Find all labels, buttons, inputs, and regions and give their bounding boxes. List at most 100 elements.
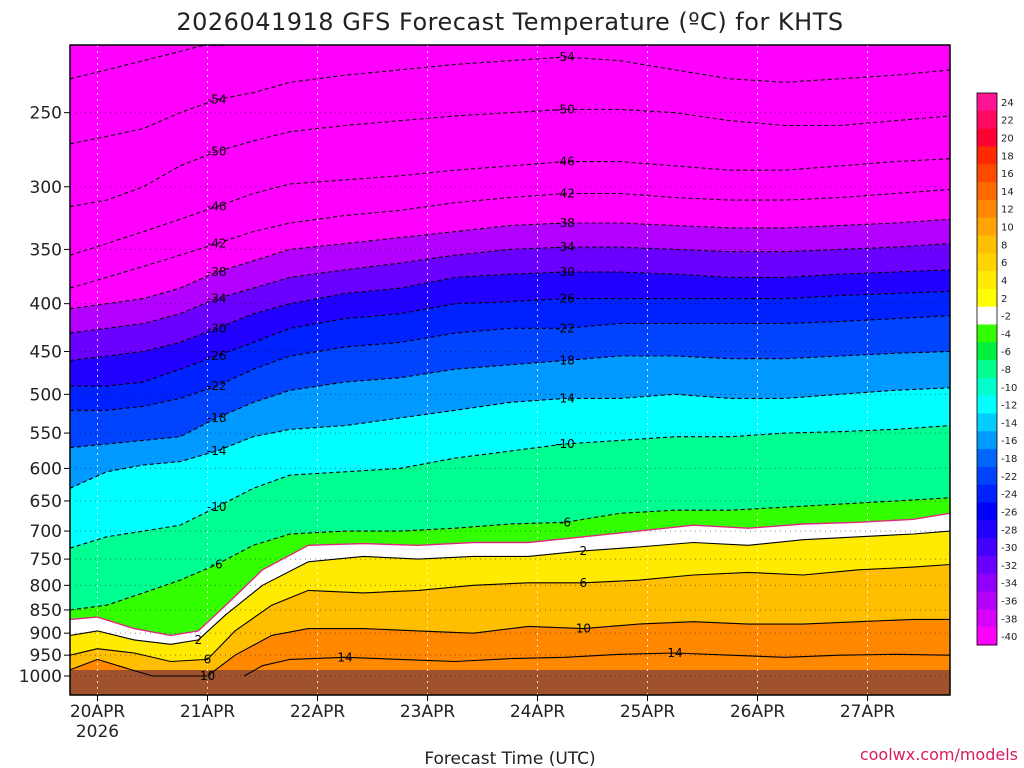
colorbar-label: -6 (1001, 347, 1011, 358)
colorbar-swatch (977, 609, 997, 628)
isotherm-line (70, 188, 950, 289)
isotherm-label: 2 (580, 544, 588, 558)
temperature-band (70, 269, 950, 387)
colorbar-swatch (977, 306, 997, 325)
chart-title: 2026041918 GFS Forecast Temperature (ºC)… (176, 8, 843, 36)
colorbar-swatch (977, 360, 997, 379)
colorbar-label: 22 (1001, 116, 1014, 127)
temperature-band (70, 243, 950, 361)
isotherm-label: 6 (580, 576, 588, 590)
colorbar-swatch (977, 520, 997, 539)
temperature-band (70, 189, 950, 309)
x-tick-label: 21APR (180, 702, 236, 722)
colorbar-label: 20 (1001, 134, 1014, 145)
colorbar-label: -10 (1001, 383, 1017, 394)
y-tick-label: 250 (30, 104, 62, 124)
y-tick-label: 700 (30, 522, 62, 542)
temperature-band (70, 291, 950, 411)
isotherm-line (70, 108, 950, 208)
isotherm-label: -38 (555, 216, 575, 230)
isotherm-line (70, 45, 207, 80)
colorbar-swatch (977, 146, 997, 165)
colorbar-swatch (977, 591, 997, 610)
colorbar-swatch (977, 538, 997, 557)
colorbar-label: -32 (1001, 561, 1017, 572)
isotherm-label: -58 (207, 35, 227, 49)
x-tick-label: 26APR (730, 702, 786, 722)
isotherm-label: -6 (211, 557, 223, 571)
isotherm-label: -30 (555, 265, 575, 279)
isotherm-line (70, 158, 950, 256)
temperature-band (70, 158, 950, 289)
x-tick-sublabel: 2026 (76, 722, 119, 742)
colorbar-swatch (977, 342, 997, 361)
y-tick-label: 850 (30, 601, 62, 621)
isotherm-label: -10 (207, 500, 227, 514)
isotherm-label: -26 (207, 349, 227, 363)
colorbar-label: 12 (1001, 205, 1014, 216)
colorbar-swatch (977, 449, 997, 468)
isotherm-label: -18 (555, 353, 575, 367)
colorbar-swatch (977, 93, 997, 112)
x-tick-label: 23APR (400, 702, 456, 722)
plot-area: 14 1410106622-6-6-10-10-14-14-18-18-22-22… (70, 35, 950, 695)
plot-frame (69, 44, 951, 696)
colorbar-label: 6 (1001, 258, 1007, 269)
colorbar-swatch (977, 235, 997, 254)
colorbar-swatch (977, 573, 997, 593)
y-tick-label: 900 (30, 624, 62, 644)
ground-surface (70, 670, 950, 695)
isotherm-label: 6 (204, 652, 212, 666)
colorbar-label: 24 (1001, 98, 1014, 109)
y-tick-label: 600 (30, 459, 62, 479)
colorbar-label: -4 (1001, 329, 1011, 340)
colorbar-label: -34 (1001, 579, 1017, 590)
y-tick-label: 950 (30, 646, 62, 666)
colorbar-swatch (977, 377, 997, 397)
colorbar-swatch (977, 395, 997, 415)
colorbar-swatch (977, 182, 997, 201)
temperature-band (70, 497, 950, 636)
temperature-band (70, 351, 950, 489)
x-tick-label: 22APR (290, 702, 346, 722)
isotherm-line (70, 425, 950, 549)
colorbar-label: 14 (1001, 187, 1014, 198)
isotherm-label: -50 (207, 144, 227, 158)
isotherm-label: 10 (200, 669, 215, 683)
colorbar-label: -12 (1001, 401, 1017, 412)
colorbar-label: -28 (1001, 525, 1017, 536)
isotherm-line (70, 618, 950, 677)
isotherm-line (70, 387, 950, 489)
isotherm-label: -46 (207, 200, 227, 214)
colorbar-label: 8 (1001, 240, 1007, 251)
y-tick-label: 350 (30, 240, 62, 260)
temperature-band (70, 315, 950, 448)
isotherm-line (70, 243, 950, 334)
isotherm-label: -26 (555, 292, 575, 306)
isotherm-contours: 14 1410106622-6-6-10-10-14-14-18-18-22-22… (70, 35, 950, 683)
colorbar-label: 4 (1001, 276, 1007, 287)
isotherm-line (70, 315, 950, 411)
isotherm-label: 14 (337, 650, 352, 664)
colorbar-swatch (977, 431, 997, 450)
y-tick-label: 1000 (19, 667, 62, 687)
isotherm-label: -42 (555, 186, 575, 200)
colorbar-label: -38 (1001, 614, 1017, 625)
temperature-band (70, 513, 950, 645)
colorbar-swatch (977, 555, 997, 575)
temperature-band (70, 387, 950, 549)
x-tick-label: 25APR (620, 702, 676, 722)
x-tick-label: 24APR (510, 702, 566, 722)
isotherm-line (70, 512, 950, 637)
colorbar-swatch (977, 502, 997, 521)
colorbar-label: -8 (1001, 365, 1011, 376)
isotherm-label: -18 (207, 411, 227, 425)
colorbar-swatch (977, 271, 997, 290)
isotherm-label: -10 (555, 437, 575, 451)
isotherm-label: 2 (195, 633, 203, 647)
colorbar-frame (976, 92, 998, 646)
temperature-band (70, 45, 950, 144)
isotherm-label: -54 (555, 50, 575, 64)
